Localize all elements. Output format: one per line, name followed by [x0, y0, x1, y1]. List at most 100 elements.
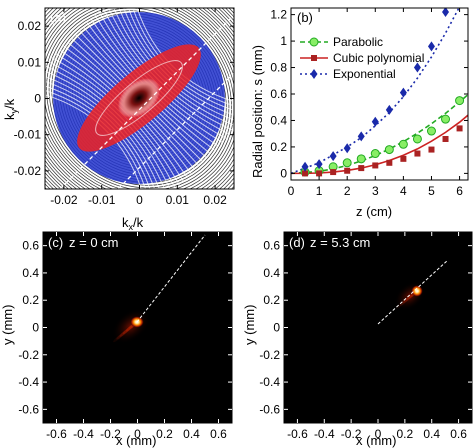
- y-tick-label: 0.01: [18, 55, 42, 69]
- fringe: [116, 331, 126, 340]
- point-parabolic: [441, 114, 451, 124]
- point-exponential: [315, 159, 323, 170]
- x-tick-label: 0.6: [210, 427, 227, 441]
- x-tick-label: 3: [372, 184, 379, 198]
- y-tick-label: 0.02: [18, 19, 42, 33]
- legend-label: Parabolic: [333, 35, 383, 49]
- panel-c-dashed-line: [136, 234, 206, 323]
- y-tick-label: 0: [34, 92, 41, 106]
- fringe: [113, 334, 123, 343]
- panel-c-xlabel: x (mm): [116, 433, 156, 448]
- point-cubic: [316, 170, 323, 177]
- panel-d-ylabel: y (mm): [242, 305, 257, 345]
- point-cubic: [386, 159, 393, 166]
- y-tick-label: 0.4: [270, 113, 287, 127]
- y-tick-label: 0: [273, 321, 280, 335]
- panel-c-ylabel: y (mm): [0, 305, 15, 345]
- legend-marker: [310, 69, 318, 79]
- point-cubic: [358, 165, 365, 172]
- beam-spot: [411, 285, 423, 297]
- panel-b-ticks: 0 1 2 3 4 5 6 0 0.2 0.4 0.6 0.8 1 1.2: [270, 8, 468, 198]
- legend: Parabolic Cubic polynomial Exponential: [300, 35, 424, 81]
- x-tick-label: -0.2: [341, 427, 362, 441]
- panel-a: (a) -0.02 -0.01 0 0.01 0.020.020.010-0.01-0.…: [2, 7, 235, 232]
- x-tick-label: -0.4: [314, 427, 335, 441]
- point-parabolic: [398, 139, 408, 149]
- point-exponential: [413, 62, 421, 73]
- y-tick-label: -0.6: [18, 402, 39, 416]
- y-tick-label: 0.4: [263, 266, 280, 280]
- x-tick-label: 0: [375, 427, 382, 441]
- y-tick-label: 1: [280, 34, 287, 48]
- x-tick-label: 0.4: [183, 427, 200, 441]
- fringe-ring: [45, 8, 234, 189]
- fringe-ring: [45, 8, 234, 189]
- x-tick-label: -0.6: [287, 427, 308, 441]
- y-tick-label: 0: [32, 321, 39, 335]
- point-exponential: [442, 8, 450, 17]
- fringe-ring: [45, 8, 234, 189]
- panel-d-beam: [394, 281, 426, 311]
- y-tick-label: 1.2: [270, 8, 287, 22]
- legend-marker: [311, 55, 317, 61]
- fringe-ring: [45, 8, 234, 189]
- fringe-ring: [45, 8, 234, 189]
- legend-label: Cubic polynomial: [333, 51, 424, 65]
- x-tick-label: -0.01: [88, 193, 116, 207]
- fringe: [396, 300, 406, 309]
- x-tick-label: -0.2: [100, 427, 121, 441]
- x-tick-label: 0: [134, 427, 141, 441]
- legend-marker: [309, 37, 319, 47]
- fringe-ring: [45, 8, 234, 189]
- x-tick-label: -0.4: [73, 427, 94, 441]
- point-cubic: [456, 125, 463, 132]
- point-cubic: [372, 162, 379, 169]
- fringe-ring: [46, 8, 232, 189]
- y-tick-label: 0.2: [270, 140, 287, 154]
- fringe-ring: [45, 8, 234, 189]
- point-exponential: [399, 87, 407, 98]
- panel-c-label: (c): [48, 235, 63, 250]
- y-tick-label: -0.2: [18, 348, 39, 362]
- fringe-ring: [45, 8, 234, 189]
- y-tick-label: 0.6: [270, 87, 287, 101]
- point-cubic: [414, 150, 421, 157]
- x-tick-label: 0: [136, 193, 143, 207]
- point-cubic: [442, 135, 449, 142]
- panel-a-image: [45, 8, 234, 189]
- point-exponential: [343, 143, 351, 154]
- x-tick-label: 0.01: [166, 193, 190, 207]
- point-exponential: [385, 104, 393, 115]
- fringe: [122, 326, 133, 335]
- panel-a-xlabel: kx/k: [122, 215, 144, 232]
- fringe-ring: [45, 8, 234, 189]
- x-tick-label: 6: [456, 184, 463, 198]
- y-tick-label: 0.2: [263, 293, 280, 307]
- x-tick-label: -0.02: [50, 193, 78, 207]
- y-tick-label: -0.6: [259, 402, 280, 416]
- panel-b-label: (b): [297, 10, 313, 25]
- x-tick-label: 2: [344, 184, 351, 198]
- x-tick-label: 0.6: [450, 427, 467, 441]
- point-exponential: [301, 161, 309, 172]
- y-tick-label: -0.2: [259, 348, 280, 362]
- point-parabolic: [356, 154, 366, 164]
- panel-d-image: [284, 232, 472, 423]
- panel-a-ticks: -0.02 -0.01 0 0.01 0.02 0.02 0.01 0 -0.01 -0.02: [14, 8, 234, 207]
- fringe: [399, 297, 409, 306]
- y-tick-label: -0.4: [18, 375, 39, 389]
- y-tick-label: 0.6: [263, 239, 280, 253]
- center-gradient: [117, 78, 161, 118]
- y-tick-label: 0.2: [22, 293, 39, 307]
- panel-d-annotation: z = 5.3 cm: [310, 235, 370, 250]
- panel-c-ticks: -0.6 -0.4 -0.2 0 0.2 0.4 0.6 0.6 0.4 0.2 0 -0.2 -0.4…: [18, 232, 232, 441]
- x-tick-label: 4: [400, 184, 407, 198]
- fringe-ring: [45, 8, 234, 189]
- point-exponential: [427, 41, 435, 52]
- fringe: [119, 328, 129, 337]
- fringe-ring: [45, 8, 234, 189]
- x-tick-label: 0.2: [156, 427, 173, 441]
- fringe-ring: [45, 8, 234, 189]
- panel-b: 0 1 2 3 4 5 6 0 0.2 0.4 0.6 0.8 1 1.2 (b) Parabolic Cu…: [250, 7, 469, 219]
